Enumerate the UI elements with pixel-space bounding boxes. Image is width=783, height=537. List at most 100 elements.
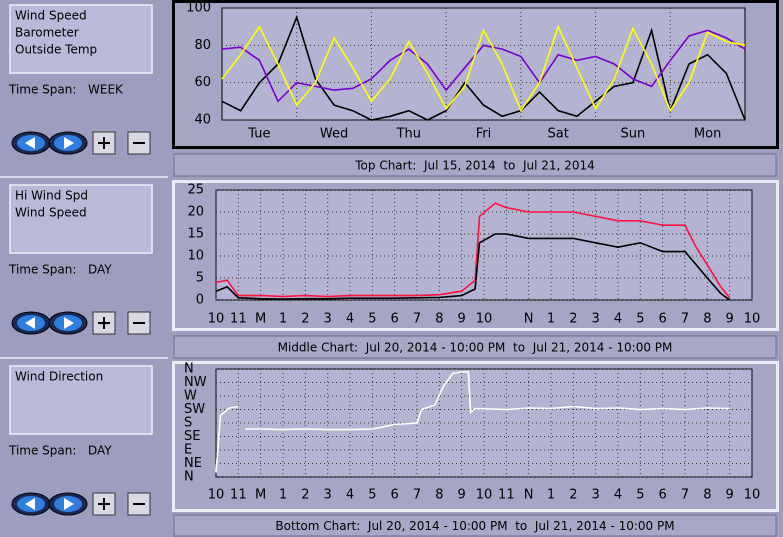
plot-area xyxy=(215,189,753,301)
x-tick-label: 8 xyxy=(703,488,711,503)
x-tick-label: Thu xyxy=(396,127,421,142)
x-tick-label: 9 xyxy=(458,488,466,503)
x-tick-label: 2 xyxy=(569,488,577,503)
arrow-icon xyxy=(25,317,35,329)
x-tick-label: Tue xyxy=(247,127,270,142)
y-tick-label: 10 xyxy=(187,249,204,264)
arrow-icon xyxy=(64,498,74,510)
x-tick-label: 1 xyxy=(279,312,287,327)
x-tick-label: N xyxy=(524,312,534,327)
series-line xyxy=(221,24,746,113)
x-tick-label: 5 xyxy=(368,312,376,327)
x-tick-label: 2 xyxy=(569,312,577,327)
time-span-value: DAY xyxy=(88,444,112,458)
x-tick-label: 3 xyxy=(592,312,600,327)
y-tick-label: 80 xyxy=(194,38,211,53)
x-tick-label: Sat xyxy=(548,127,569,142)
x-tick-label: 10 xyxy=(476,488,493,503)
caption-bar xyxy=(173,514,777,537)
x-tick-label: 6 xyxy=(391,488,399,503)
x-tick-label: 11 xyxy=(498,488,515,503)
y-tick-label: 20 xyxy=(187,205,204,220)
x-tick-label: Wed xyxy=(320,127,348,142)
x-tick-label: 5 xyxy=(636,312,644,327)
x-tick-label: 6 xyxy=(659,488,667,503)
x-tick-label: 8 xyxy=(435,312,443,327)
x-tick-label: 4 xyxy=(346,312,354,327)
caption-bar xyxy=(173,153,777,177)
x-tick-label: 10 xyxy=(476,312,493,327)
chart-caption: Middle Chart: Jul 20, 2014 - 10:00 PM to… xyxy=(278,341,673,355)
time-span-label: Time Span: xyxy=(8,83,76,97)
x-tick-label: 10 xyxy=(208,312,225,327)
x-tick-label: 8 xyxy=(703,312,711,327)
x-tick-label: 2 xyxy=(301,312,309,327)
y-tick-label: NW xyxy=(184,375,207,390)
x-tick-label: 8 xyxy=(435,488,443,503)
x-tick-label: 10 xyxy=(744,312,761,327)
series-list-item: Wind Direction xyxy=(15,370,103,384)
plot-area xyxy=(221,7,746,121)
arrow-icon xyxy=(64,137,74,149)
chart-caption: Bottom Chart: Jul 20, 2014 - 10:00 PM to… xyxy=(275,519,674,533)
time-span-label: Time Span: xyxy=(8,263,76,277)
y-tick-label: 25 xyxy=(187,183,204,198)
series-line xyxy=(215,202,731,299)
x-tick-label: 5 xyxy=(368,488,376,503)
x-tick-label: Sun xyxy=(621,127,646,142)
x-tick-label: 1 xyxy=(279,488,287,503)
series-line xyxy=(215,371,730,473)
y-tick-label: 100 xyxy=(186,1,211,16)
x-tick-label: 11 xyxy=(230,312,247,327)
y-tick-label: S xyxy=(184,416,192,431)
x-tick-label: 10 xyxy=(208,488,225,503)
arrow-icon xyxy=(64,317,74,329)
x-tick-label: N xyxy=(524,488,534,503)
x-tick-label: 3 xyxy=(324,312,332,327)
y-tick-label: NE xyxy=(184,456,202,471)
x-tick-label: 2 xyxy=(301,488,309,503)
series-list-box xyxy=(9,4,153,74)
y-tick-label: N xyxy=(184,362,194,377)
y-tick-label: 40 xyxy=(194,113,211,128)
x-tick-label: 7 xyxy=(681,488,689,503)
x-tick-label: 4 xyxy=(614,488,622,503)
series-list-box xyxy=(9,184,153,254)
x-tick-label: 9 xyxy=(458,312,466,327)
series-list-item: Hi Wind Spd xyxy=(15,189,88,203)
x-tick-label: 1 xyxy=(547,312,555,327)
x-tick-label: M xyxy=(255,488,266,503)
caption-bar xyxy=(173,335,777,359)
series-list-box xyxy=(9,365,153,435)
x-tick-label: 4 xyxy=(346,488,354,503)
series-list-item: Wind Speed xyxy=(15,9,87,23)
x-tick-label: 9 xyxy=(726,312,734,327)
series-list-item: Barometer xyxy=(15,26,79,40)
arrow-icon xyxy=(25,498,35,510)
x-tick-label: 7 xyxy=(413,488,421,503)
y-tick-label: SE xyxy=(184,429,200,444)
x-tick-label: 7 xyxy=(681,312,689,327)
x-tick-label: 10 xyxy=(744,488,761,503)
chart-caption: Top Chart: Jul 15, 2014 to Jul 21, 2014 xyxy=(354,159,594,173)
x-tick-label: 6 xyxy=(659,312,667,327)
arrow-icon xyxy=(25,137,35,149)
x-tick-label: 9 xyxy=(726,488,734,503)
series-list-item: Outside Temp xyxy=(15,43,97,57)
x-tick-label: 3 xyxy=(324,488,332,503)
y-tick-label: 5 xyxy=(196,271,204,286)
y-tick-label: 60 xyxy=(194,75,211,90)
x-tick-label: 3 xyxy=(592,488,600,503)
x-tick-label: Fri xyxy=(476,127,492,142)
y-tick-label: 0 xyxy=(196,293,204,308)
y-tick-label: N xyxy=(184,470,194,485)
y-tick-label: SW xyxy=(184,402,205,417)
y-tick-label: W xyxy=(184,389,197,404)
x-tick-label: M xyxy=(255,312,266,327)
x-tick-label: 5 xyxy=(636,488,644,503)
series-line xyxy=(215,233,731,301)
series-list-item: Wind Speed xyxy=(15,206,87,220)
time-span-value: WEEK xyxy=(88,83,124,97)
x-tick-label: 4 xyxy=(614,312,622,327)
